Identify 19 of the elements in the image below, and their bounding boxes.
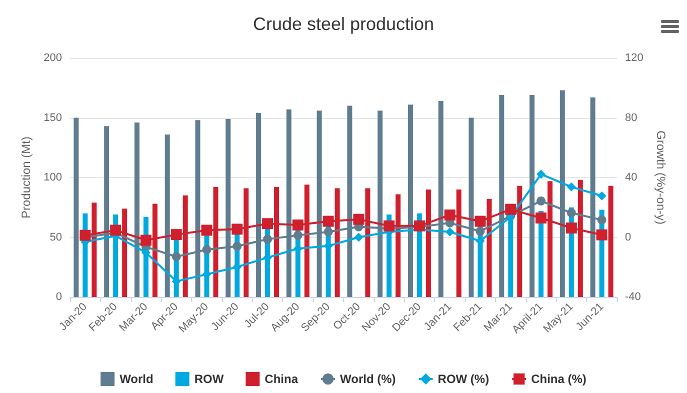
legend-label: ROW (194, 372, 224, 386)
y2-tick-label: 0 (625, 231, 632, 244)
y2-tick-label: -40 (625, 291, 641, 303)
legend-label: World (%) (340, 372, 396, 386)
chart-title: Crude steel production (252, 14, 434, 34)
y-tick-label: 50 (50, 231, 62, 244)
y-axis-title: Production (Mt) (19, 136, 33, 219)
legend-label: China (%) (531, 372, 586, 386)
y-tick-label: 150 (44, 112, 62, 124)
y2-axis-title: Growth (%y-on-y) (654, 130, 668, 225)
y-tick-label: 0 (56, 291, 62, 303)
y2-tick-label: 80 (625, 112, 638, 124)
legend-label: World (120, 372, 154, 386)
y2-tick-label: 40 (625, 172, 638, 184)
legend-label: ROW (%) (438, 372, 490, 386)
y-tick-label: 200 (44, 52, 62, 64)
y-tick-label: 100 (44, 172, 62, 184)
legend-label: China (264, 372, 298, 386)
y2-tick-label: 120 (625, 52, 644, 64)
